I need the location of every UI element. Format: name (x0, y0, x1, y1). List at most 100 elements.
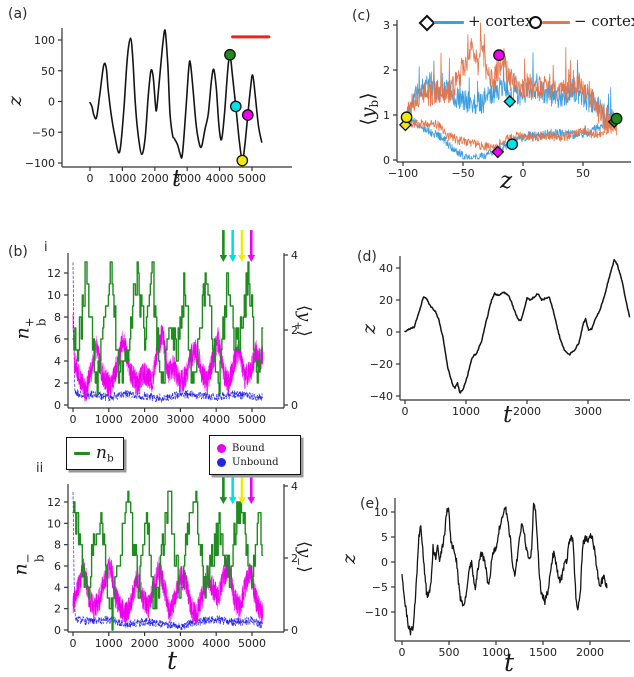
svg-text:4: 4 (54, 355, 61, 368)
svg-text:2: 2 (291, 552, 298, 565)
svg-text:2000: 2000 (513, 405, 541, 418)
svg-text:2000: 2000 (131, 413, 159, 426)
minus-cortex-line-swatch (542, 21, 570, 24)
svg-text:3000: 3000 (166, 637, 194, 650)
svg-text:20: 20 (379, 294, 393, 307)
series-minus-cortex-upper (406, 22, 617, 136)
svg-text:1000: 1000 (108, 172, 136, 185)
svg-text:0: 0 (70, 413, 77, 426)
svg-text:−40: −40 (370, 390, 393, 403)
svg-text:−50: −50 (32, 126, 55, 139)
panel-b-label: (b) (8, 244, 28, 260)
plus-cortex-legend-label: + cortex (468, 12, 534, 30)
svg-text:8: 8 (54, 539, 61, 552)
svg-text:3: 3 (383, 19, 390, 32)
svg-text:50: 50 (576, 167, 590, 180)
marker-arrowhead (247, 255, 256, 262)
svg-text:10: 10 (374, 506, 388, 519)
panel-bi-plot: 0 1000 2000 3000 4000 5000 0 2 4 6 8 10 12 0 2 4 (47, 230, 298, 426)
panel-d-plot: 0 1000 2000 3000 −40 −20 0 20 40 (370, 256, 631, 418)
svg-text:0: 0 (54, 624, 61, 637)
svg-text:0: 0 (87, 172, 94, 185)
svg-text:0: 0 (381, 556, 388, 569)
nb-line-swatch (74, 452, 90, 455)
cyan-circle-marker (506, 138, 519, 151)
svg-text:500: 500 (439, 646, 460, 659)
panel-a-plot: 0 1000 2000 3000 4000 5000 −100 −50 0 50 100 (25, 28, 292, 185)
magenta-circle-marker (493, 49, 505, 62)
svg-text:1000: 1000 (482, 646, 510, 659)
svg-text:2000: 2000 (576, 646, 604, 659)
panel-b-xlabel: t (167, 646, 178, 675)
green-circle-marker (610, 112, 623, 125)
panel-d-label: (d) (357, 249, 377, 265)
svg-text:100: 100 (34, 34, 55, 47)
unbound-dot-icon (217, 457, 226, 467)
marker-arrowhead (238, 255, 246, 262)
yellow-circle-marker (400, 111, 413, 124)
svg-text:5000: 5000 (238, 637, 266, 650)
svg-text:−100: −100 (388, 167, 418, 180)
cyan-circle-marker (229, 100, 242, 113)
marker-arrowhead (228, 497, 237, 505)
svg-text:0: 0 (48, 96, 55, 109)
unbound-legend-label: Unbound (232, 456, 279, 468)
svg-text:4: 4 (54, 581, 61, 594)
cyan-diamond-marker (503, 95, 517, 108)
nb-legend-label: nb (96, 442, 114, 465)
svg-text:3000: 3000 (574, 405, 602, 418)
svg-text:6: 6 (54, 560, 61, 573)
svg-text:2: 2 (54, 377, 61, 390)
svg-text:4: 4 (291, 249, 298, 262)
svg-text:1000: 1000 (95, 413, 123, 426)
panel-a-xlabel: t (172, 166, 182, 192)
panel-e-plot: 0 500 1000 1500 2000 −10 −5 0 5 10 (365, 498, 630, 659)
svg-text:3000: 3000 (173, 172, 201, 185)
series-unbound (72, 262, 263, 403)
panel-d-xlabel: t (503, 402, 513, 428)
svg-text:0: 0 (386, 326, 393, 339)
series-bound (72, 554, 264, 624)
panel-bii-ylabel: n − b (9, 553, 47, 576)
marker-arrowhead (238, 497, 246, 505)
series-z-trace (401, 502, 608, 636)
svg-text:10: 10 (47, 289, 61, 302)
svg-text:4000: 4000 (206, 172, 234, 185)
svg-text:40: 40 (379, 262, 393, 275)
bound-legend-box: Bound Unbound (209, 435, 301, 475)
nb-legend-box: nb (66, 437, 124, 470)
svg-text:2000: 2000 (131, 637, 159, 650)
green-circle-marker (224, 48, 236, 61)
svg-text:5000: 5000 (238, 413, 266, 426)
svg-text:0: 0 (399, 646, 406, 659)
series-minus-cortex-lower (406, 118, 617, 152)
svg-text:−50: −50 (451, 167, 474, 180)
svg-text:50: 50 (41, 65, 55, 78)
panel-a-ylabel: z (4, 95, 27, 107)
marker-arrowhead (247, 497, 256, 505)
svg-text:0: 0 (402, 405, 409, 418)
svg-text:10: 10 (47, 517, 61, 530)
svg-text:1: 1 (383, 109, 390, 122)
panel-c-label: (c) (352, 8, 371, 24)
svg-text:5: 5 (381, 531, 388, 544)
svg-text:0: 0 (291, 624, 298, 637)
marker-arrowhead (228, 255, 237, 262)
svg-text:0: 0 (291, 399, 298, 412)
series-nb-minus (72, 490, 264, 631)
svg-text:6: 6 (54, 333, 61, 346)
panel-bii-right-ylabel: ⟨y−⟩ (292, 540, 314, 573)
series-bound (72, 323, 264, 398)
svg-text:8: 8 (54, 311, 61, 324)
svg-text:−10: −10 (365, 606, 388, 619)
panel-c-plot: −100 −50 0 50 0 1 2 3 (383, 19, 631, 180)
panel-e-ylabel: z (338, 554, 360, 565)
svg-text:12: 12 (47, 496, 61, 509)
plus-cortex-line-swatch (434, 21, 464, 24)
svg-text:2: 2 (383, 64, 390, 77)
svg-text:−5: −5 (372, 581, 388, 594)
series-z-trace (404, 258, 631, 394)
svg-text:3000: 3000 (166, 413, 194, 426)
svg-text:0: 0 (70, 637, 77, 650)
